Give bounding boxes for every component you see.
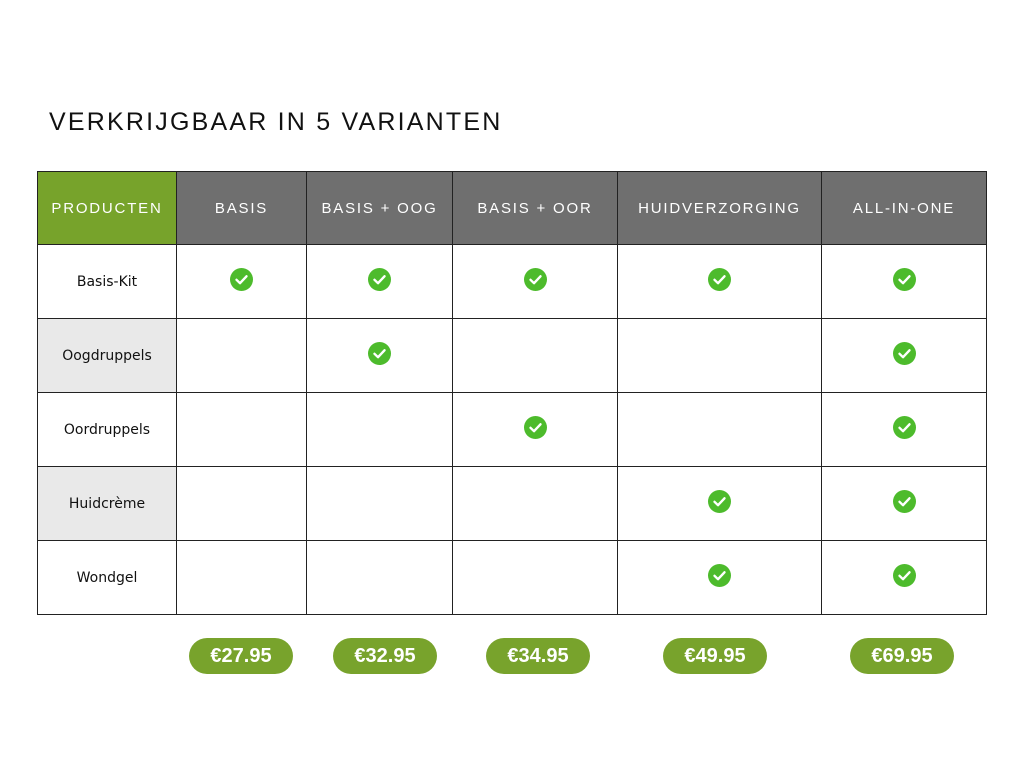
column-header: BASIS + OOG bbox=[306, 171, 453, 245]
cell bbox=[452, 392, 618, 467]
table-row: Basis-Kit bbox=[37, 244, 987, 319]
cell bbox=[306, 540, 453, 615]
cell bbox=[176, 466, 307, 541]
row-label: Wondgel bbox=[37, 540, 177, 615]
price-badge: €27.95 bbox=[189, 638, 293, 674]
cell bbox=[452, 244, 618, 319]
row-label: Oordruppels bbox=[37, 392, 177, 467]
cell bbox=[452, 466, 618, 541]
table-row: Wondgel bbox=[37, 540, 987, 615]
price-badge: €34.95 bbox=[486, 638, 590, 674]
title: VERKRIJGBAAR IN 5 VARIANTEN bbox=[49, 108, 503, 136]
table-row: Oordruppels bbox=[37, 392, 987, 467]
cell bbox=[176, 244, 307, 319]
column-header: PRODUCTEN bbox=[37, 171, 177, 245]
cell bbox=[306, 466, 453, 541]
cell bbox=[176, 392, 307, 467]
cell bbox=[617, 392, 822, 467]
cell bbox=[452, 540, 618, 615]
cell bbox=[617, 318, 822, 393]
check-icon bbox=[892, 564, 916, 587]
cell bbox=[306, 318, 453, 393]
cell bbox=[821, 392, 987, 467]
cell bbox=[306, 244, 453, 319]
check-icon bbox=[368, 342, 391, 365]
table-row: Oogdruppels bbox=[37, 318, 987, 393]
row-label: Basis-Kit bbox=[37, 244, 177, 319]
check-icon bbox=[892, 342, 916, 365]
cell bbox=[821, 244, 987, 319]
check-icon bbox=[230, 268, 253, 291]
price-badge: €49.95 bbox=[663, 638, 767, 674]
check-icon bbox=[523, 268, 547, 291]
check-icon bbox=[708, 564, 731, 587]
price-badge: €32.95 bbox=[333, 638, 437, 674]
check-icon bbox=[523, 416, 547, 439]
cell bbox=[306, 392, 453, 467]
cell bbox=[617, 466, 822, 541]
column-header: BASIS + OOR bbox=[452, 171, 618, 245]
price-badge: €69.95 bbox=[850, 638, 954, 674]
check-icon bbox=[708, 490, 731, 513]
check-icon bbox=[892, 268, 916, 291]
cell bbox=[452, 318, 618, 393]
cell bbox=[176, 540, 307, 615]
cell bbox=[821, 540, 987, 615]
check-icon bbox=[708, 268, 731, 291]
comparison-table: PRODUCTEN BASIS BASIS + OOG BASIS + OOR HUID… bbox=[37, 171, 987, 615]
check-icon bbox=[368, 268, 391, 291]
row-label: Oogdruppels bbox=[37, 318, 177, 393]
cell bbox=[821, 318, 987, 393]
table-row: Huidcrème bbox=[37, 466, 987, 541]
cell bbox=[821, 466, 987, 541]
check-icon bbox=[892, 490, 916, 513]
column-header: HUIDVERZORGING bbox=[617, 171, 822, 245]
check-icon bbox=[892, 416, 916, 439]
cell bbox=[617, 540, 822, 615]
cell bbox=[176, 318, 307, 393]
row-label: Huidcrème bbox=[37, 466, 177, 541]
column-header: ALL-IN-ONE bbox=[821, 171, 987, 245]
column-header: BASIS bbox=[176, 171, 307, 245]
header-row: PRODUCTEN BASIS BASIS + OOG BASIS + OOR HUID… bbox=[37, 171, 987, 245]
cell bbox=[617, 244, 822, 319]
